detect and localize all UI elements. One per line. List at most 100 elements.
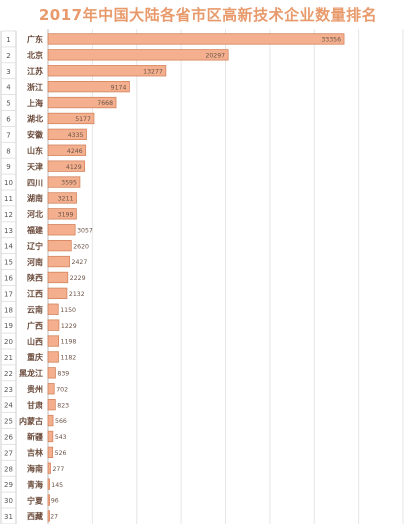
bar-value-label: 566 xyxy=(55,418,67,425)
bar-value-label: 277 xyxy=(52,466,64,473)
bar xyxy=(47,398,56,411)
category-label: 福建 xyxy=(26,225,44,235)
rank-label: 22 xyxy=(4,370,13,378)
rank-label: 9 xyxy=(6,163,10,171)
rank-label: 24 xyxy=(4,402,13,410)
bar-value-label: 145 xyxy=(51,482,63,489)
bar-value-label: 4246 xyxy=(67,148,83,155)
category-label: 吉林 xyxy=(27,448,43,458)
bar xyxy=(47,128,87,141)
category-label: 浙江 xyxy=(27,82,43,92)
rank-label: 15 xyxy=(4,259,13,267)
bar-value-label: 526 xyxy=(55,450,67,457)
bar xyxy=(47,446,54,459)
rank-label: 4 xyxy=(6,84,11,92)
category-label: 四川 xyxy=(27,178,43,187)
bar-value-label: 33356 xyxy=(321,37,341,44)
bar xyxy=(47,351,59,363)
bar-value-label: 4335 xyxy=(68,132,84,139)
bar-value-label: 1182 xyxy=(60,355,76,362)
rank-label: 27 xyxy=(4,449,13,457)
bar-value-label: 702 xyxy=(56,386,68,393)
category-label: 新疆 xyxy=(27,432,43,442)
bar xyxy=(47,430,54,443)
bar-value-label: 3211 xyxy=(58,196,74,203)
bar xyxy=(47,192,77,204)
category-label: 河南 xyxy=(27,257,43,267)
bar-value-label: 2427 xyxy=(72,259,88,266)
rank-label: 10 xyxy=(4,179,13,187)
bar-value-label: 3199 xyxy=(58,211,74,218)
rank-label: 14 xyxy=(4,243,13,251)
rank-label: 20 xyxy=(4,338,13,346)
category-label: 黑龙江 xyxy=(19,368,43,378)
bar xyxy=(47,478,50,490)
category-label: 山西 xyxy=(27,336,43,346)
bar-value-label: 2229 xyxy=(70,275,86,282)
bar xyxy=(47,144,87,156)
rank-label: 5 xyxy=(6,100,10,108)
bar xyxy=(47,462,51,474)
rank-label: 17 xyxy=(4,290,13,298)
bar xyxy=(47,112,95,125)
bar xyxy=(47,510,50,522)
rank-label: 29 xyxy=(4,481,13,489)
bar-value-label: 823 xyxy=(57,402,69,409)
bar-value-label: 3595 xyxy=(61,180,77,187)
bar xyxy=(47,494,50,506)
category-label: 山东 xyxy=(27,145,43,155)
rank-label: 12 xyxy=(4,211,13,219)
category-label: 甘肃 xyxy=(27,400,43,410)
bar-value-label: 543 xyxy=(55,434,67,441)
bar xyxy=(47,65,167,77)
bar-value-label: 27 xyxy=(50,514,58,521)
bar xyxy=(47,383,55,395)
category-label: 广西 xyxy=(27,320,43,330)
rank-label: 6 xyxy=(6,115,11,123)
category-label: 内蒙古 xyxy=(19,416,43,426)
category-label: 广东 xyxy=(27,34,43,44)
bar xyxy=(47,224,76,236)
category-label: 江苏 xyxy=(27,66,43,76)
bar-value-label: 3057 xyxy=(77,227,93,234)
bar xyxy=(47,239,72,252)
rank-label: 8 xyxy=(6,147,10,155)
rank-label: 11 xyxy=(4,195,13,203)
bar xyxy=(47,176,81,188)
rank-label: 19 xyxy=(4,322,13,330)
bar xyxy=(47,96,117,109)
bar-value-label: 839 xyxy=(57,370,69,377)
category-label: 青海 xyxy=(27,479,43,489)
bar-value-label: 1150 xyxy=(60,307,76,314)
bar-value-label: 2620 xyxy=(73,243,89,250)
bar-value-label: 7668 xyxy=(97,100,113,107)
category-label: 江西 xyxy=(27,289,43,299)
bar xyxy=(47,271,69,284)
rank-label: 13 xyxy=(4,227,13,235)
bar xyxy=(47,49,229,61)
category-label: 北京 xyxy=(27,50,43,60)
bar xyxy=(47,319,60,331)
rank-label: 31 xyxy=(4,513,13,521)
rank-label: 26 xyxy=(4,433,13,441)
bar xyxy=(47,287,68,300)
category-label: 陕西 xyxy=(27,273,43,283)
bar-value-label: 13277 xyxy=(143,68,163,75)
category-label: 安徽 xyxy=(27,130,44,140)
bar xyxy=(47,81,130,93)
rank-label: 3 xyxy=(6,68,10,76)
rank-label: 25 xyxy=(4,418,13,426)
bar xyxy=(47,33,345,45)
category-label: 西藏 xyxy=(27,511,43,521)
rank-label: 21 xyxy=(4,354,13,362)
bar-value-label: 1198 xyxy=(61,339,77,346)
bar-value-label: 9174 xyxy=(111,84,127,91)
category-label: 河北 xyxy=(27,209,43,219)
category-label: 重庆 xyxy=(27,352,43,362)
bar-value-label: 96 xyxy=(51,498,59,505)
category-label: 海南 xyxy=(27,463,43,473)
bar xyxy=(47,414,54,427)
rank-label: 23 xyxy=(4,386,13,394)
bar xyxy=(47,335,60,347)
category-label: 上海 xyxy=(27,98,43,108)
